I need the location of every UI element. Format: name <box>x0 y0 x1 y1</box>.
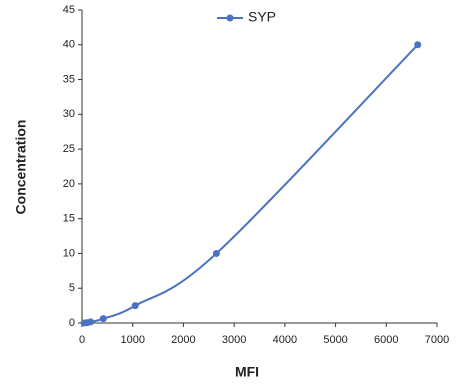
y-tick-label: 10 <box>63 247 75 259</box>
data-point <box>87 318 95 326</box>
y-tick-label: 45 <box>63 4 75 16</box>
y-axis-title: Concentration <box>13 120 29 215</box>
x-tick-label: 0 <box>79 334 85 346</box>
legend-label: SYP <box>248 9 276 25</box>
x-tick-label: 6000 <box>374 334 398 346</box>
data-point <box>212 249 220 257</box>
y-tick-label: 20 <box>63 178 75 190</box>
data-point <box>414 41 422 49</box>
data-point <box>131 302 139 310</box>
y-tick-label: 15 <box>63 213 75 225</box>
y-tick-label: 0 <box>69 317 75 329</box>
x-tick-label: 4000 <box>273 334 297 346</box>
y-tick-label: 25 <box>63 143 75 155</box>
y-tick-label: 40 <box>63 39 75 51</box>
y-tick-label: 5 <box>69 282 75 294</box>
x-tick-label: 2000 <box>171 334 195 346</box>
x-tick-label: 1000 <box>120 334 144 346</box>
x-tick-label: 7000 <box>425 334 449 346</box>
x-tick-label: 5000 <box>323 334 347 346</box>
y-tick-label: 30 <box>63 108 75 120</box>
series-line <box>83 44 419 324</box>
x-axis-title: MFI <box>235 364 259 380</box>
y-tick-label: 35 <box>63 73 75 85</box>
data-point <box>99 315 107 323</box>
legend-marker <box>226 14 234 22</box>
x-tick-label: 3000 <box>222 334 246 346</box>
